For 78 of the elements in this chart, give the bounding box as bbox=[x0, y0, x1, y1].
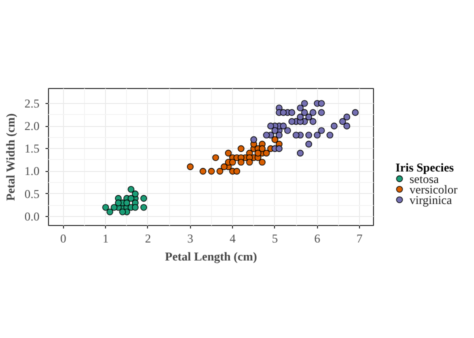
point bbox=[272, 136, 278, 143]
point bbox=[246, 158, 253, 166]
x-tick-label: 0 bbox=[60, 232, 66, 246]
point bbox=[339, 118, 346, 125]
point bbox=[284, 127, 291, 134]
point bbox=[258, 145, 266, 152]
point bbox=[280, 122, 287, 130]
point bbox=[110, 204, 118, 211]
point bbox=[233, 168, 240, 175]
point bbox=[212, 154, 220, 162]
point bbox=[119, 208, 126, 216]
point bbox=[114, 200, 122, 206]
point bbox=[123, 200, 130, 206]
x-tick-label: 3 bbox=[187, 232, 194, 246]
point bbox=[330, 122, 338, 130]
point bbox=[132, 190, 139, 198]
x-tick-label: 6 bbox=[314, 232, 320, 246]
point bbox=[288, 109, 296, 116]
point bbox=[186, 163, 194, 170]
x-tick-label: 2 bbox=[144, 232, 151, 246]
x-tick-label: 4 bbox=[230, 232, 236, 246]
y-tick-label: 2.0 bbox=[24, 119, 40, 134]
point bbox=[208, 168, 215, 175]
x-tick-label: 5 bbox=[272, 232, 278, 246]
point bbox=[238, 145, 244, 152]
point bbox=[292, 132, 300, 138]
point bbox=[314, 132, 321, 138]
y-axis-title: Petal Width (cm) bbox=[4, 113, 18, 201]
point bbox=[263, 150, 270, 156]
point bbox=[343, 122, 350, 130]
point bbox=[220, 163, 228, 170]
point bbox=[276, 132, 282, 138]
point bbox=[310, 109, 316, 116]
point bbox=[238, 158, 244, 166]
point bbox=[352, 109, 359, 116]
point bbox=[343, 114, 350, 120]
point bbox=[280, 109, 287, 116]
point bbox=[229, 158, 236, 166]
point bbox=[326, 132, 334, 138]
point bbox=[272, 127, 278, 134]
point bbox=[140, 195, 148, 202]
point bbox=[276, 145, 282, 152]
point bbox=[106, 208, 114, 216]
point bbox=[296, 150, 304, 156]
point bbox=[318, 127, 325, 134]
point bbox=[305, 140, 312, 148]
point bbox=[267, 122, 274, 130]
point bbox=[263, 132, 270, 138]
point bbox=[128, 186, 134, 193]
point bbox=[318, 100, 325, 107]
y-tick-label: 0.0 bbox=[24, 209, 40, 224]
y-tick-label: 1.5 bbox=[24, 142, 40, 156]
x-axis-title: Petal Length (cm) bbox=[165, 250, 257, 264]
point bbox=[254, 150, 262, 156]
point bbox=[296, 104, 304, 112]
point bbox=[128, 195, 134, 202]
point bbox=[301, 109, 308, 116]
point bbox=[288, 118, 296, 125]
point bbox=[305, 114, 312, 120]
y-tick-label: 2.5 bbox=[24, 96, 40, 110]
point bbox=[296, 114, 304, 120]
point bbox=[132, 204, 139, 211]
point bbox=[250, 136, 258, 143]
point bbox=[318, 109, 325, 116]
y-tick-label: 0.5 bbox=[24, 186, 40, 201]
point bbox=[258, 158, 266, 166]
point bbox=[216, 168, 224, 175]
y-tick-label: 1.0 bbox=[24, 164, 40, 178]
point bbox=[225, 150, 232, 156]
x-tick-label: 7 bbox=[356, 232, 363, 246]
point bbox=[200, 168, 206, 175]
point bbox=[310, 118, 316, 125]
point bbox=[140, 204, 148, 211]
point bbox=[305, 132, 312, 138]
point bbox=[102, 204, 109, 211]
x-tick-label: 1 bbox=[102, 232, 109, 246]
point bbox=[301, 100, 308, 107]
legend-title: Iris Species bbox=[396, 160, 454, 175]
